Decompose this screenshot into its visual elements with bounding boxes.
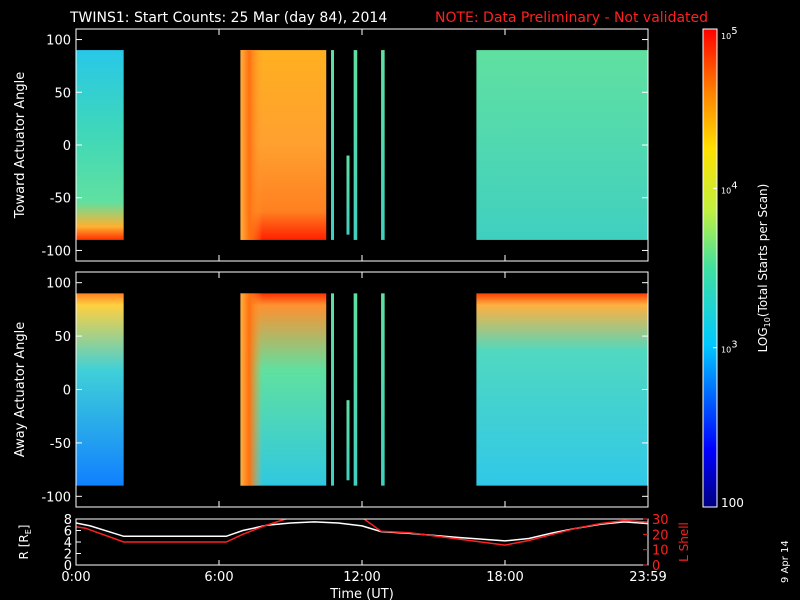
- y-tick-label: 50: [54, 330, 71, 345]
- data-block: [381, 293, 385, 486]
- y-tick-label: -100: [41, 244, 71, 259]
- colorbar: 105 104 103 100 LOG10(Total Starts per Scan): [702, 26, 772, 510]
- x-tick-label: 0:00: [61, 570, 90, 585]
- data-block: [76, 50, 124, 240]
- l-shell-series-line: [76, 519, 648, 546]
- y-axis-label: Toward Actuator Angle: [13, 72, 28, 219]
- data-block-edge: [240, 50, 263, 240]
- away-heatmap: 100 50 0 -50 -100 Away Actuator Angle: [13, 271, 649, 508]
- y-axis-label-right: L Shell: [677, 522, 691, 562]
- data-block: [331, 50, 335, 240]
- y-tick-label-right: 0: [652, 559, 660, 574]
- y-tick-label: 100: [46, 34, 71, 49]
- x-tick-label: 6:00: [204, 570, 233, 585]
- colorbar-tick-label: 103: [721, 340, 738, 355]
- y-tick-label-left: 0: [64, 559, 72, 574]
- y-axis-label: Away Actuator Angle: [13, 322, 28, 457]
- colorbar-tick-label: 100: [721, 496, 744, 510]
- footer-date: 9 Apr 14: [780, 540, 791, 583]
- data-block-edge: [240, 293, 263, 486]
- preliminary-note: NOTE: Data Preliminary - Not validated: [435, 10, 708, 26]
- y-tick-label-left: 2: [64, 548, 72, 563]
- y-tick-label-left: 4: [64, 536, 72, 551]
- toward-heatmap: 100 50 0 -50 -100 Toward Actuator Angle: [13, 28, 649, 262]
- y-tick-label-right: 30: [652, 513, 669, 528]
- data-block: [331, 293, 335, 486]
- y-tick-label: -50: [50, 437, 71, 452]
- colorbar-gradient: [703, 29, 717, 507]
- data-block: [353, 293, 358, 486]
- y-tick-label-right: 10: [652, 544, 669, 559]
- y-tick-label: 100: [46, 277, 71, 292]
- data-block: [476, 293, 648, 486]
- data-block: [346, 400, 350, 481]
- chart-title: TWINS1: Start Counts: 25 Mar (day 84), 2…: [69, 10, 387, 26]
- y-tick-label: 50: [54, 86, 71, 101]
- data-block: [476, 50, 648, 240]
- x-tick-label: 18:00: [486, 570, 523, 585]
- x-axis-label: Time (UT): [329, 587, 394, 600]
- colorbar-label: LOG10(Total Starts per Scan): [756, 184, 772, 353]
- colorbar-tick-label: 105: [721, 26, 738, 41]
- data-block: [381, 50, 385, 240]
- colorbar-tick-label: 104: [721, 180, 738, 195]
- x-tick-label: 23:59: [629, 570, 666, 585]
- data-block: [353, 50, 358, 240]
- data-block: [76, 293, 124, 486]
- x-tick-label: 12:00: [343, 570, 380, 585]
- y-tick-label: -50: [50, 192, 71, 207]
- y-tick-label-left: 8: [64, 513, 72, 528]
- y-tick-label: -100: [41, 490, 71, 505]
- y-tick-label-right: 20: [652, 528, 669, 543]
- colorbar-frame: [702, 28, 718, 508]
- y-tick-label: 0: [63, 384, 71, 399]
- y-axis-label-left: R [RE]: [17, 525, 33, 560]
- data-block: [346, 155, 350, 235]
- y-tick-label-left: 6: [64, 525, 72, 540]
- y-tick-label: 0: [63, 139, 71, 154]
